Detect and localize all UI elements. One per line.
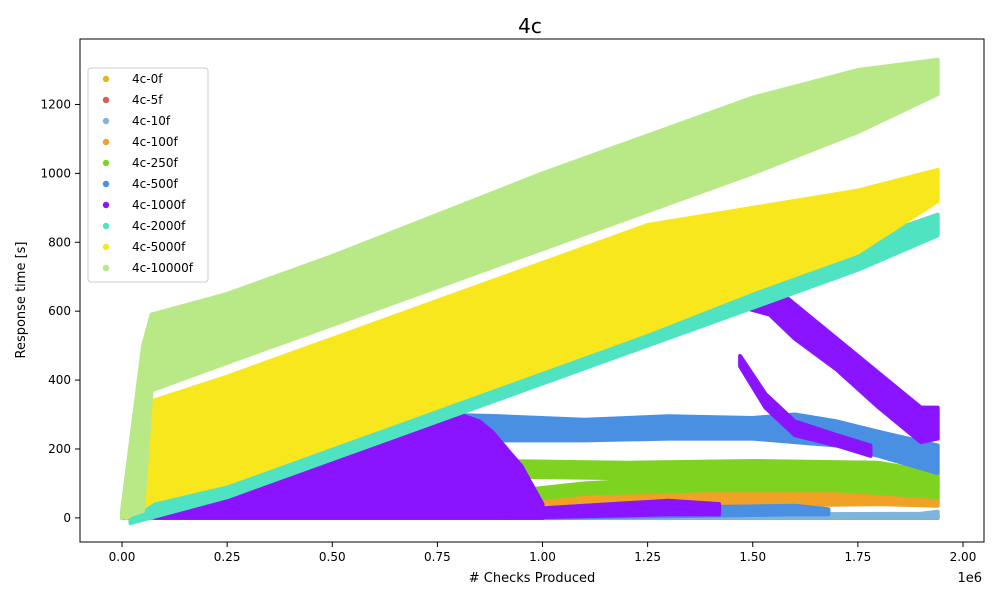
- legend-marker: [102, 159, 110, 167]
- legend-item: 4c-5f: [102, 93, 163, 107]
- plot-area: 0.00 0.25 0.50 0.75 1.00 1.25 1.50 1.75 2.00 0 20…: [40, 38, 985, 564]
- x-tick-label: 0.75: [424, 550, 451, 564]
- legend-label: 4c-5000f: [132, 240, 186, 254]
- legend-item: 4c-500f: [102, 177, 178, 191]
- legend-marker: [102, 180, 110, 188]
- x-tick-label: 0.25: [214, 550, 241, 564]
- legend-item: 4c-0f: [102, 72, 163, 86]
- legend-label: 4c-5f: [132, 93, 163, 107]
- y-axis-label: Response time [s]: [14, 242, 29, 359]
- legend-item: 4c-10f: [102, 114, 171, 128]
- y-tick-label: 800: [48, 235, 71, 249]
- axes-frame: [79, 38, 985, 543]
- legend-marker: [102, 75, 110, 83]
- legend-item: 4c-250f: [102, 156, 178, 170]
- x-tick-label: 1.50: [739, 550, 766, 564]
- x-tick-label: 1.25: [634, 550, 661, 564]
- legend-frame: [87, 67, 209, 283]
- x-tick-label: 2.00: [950, 550, 977, 564]
- y-tick-label: 600: [48, 304, 71, 318]
- y-tick-label: 1000: [40, 166, 71, 180]
- legend-marker: [102, 96, 110, 104]
- x-tick-label: 1.75: [845, 550, 872, 564]
- legend-label: 4c-0f: [132, 72, 163, 86]
- legend-marker: [102, 264, 110, 272]
- legend-item: 4c-100f: [102, 135, 178, 149]
- series-band-4c-1000f-3: [498, 498, 722, 520]
- series-band-4c-10000f-0: [120, 57, 940, 520]
- y-tick-label: 1200: [40, 97, 71, 111]
- series-band-4c-5000f-0: [124, 167, 940, 520]
- legend-label: 4c-100f: [132, 135, 178, 149]
- legend-label: 4c-1000f: [132, 198, 186, 212]
- series-4c-5000f: [124, 167, 940, 520]
- legend-marker: [102, 117, 110, 125]
- legend-item: 4c-1000f: [102, 198, 186, 212]
- legend-marker: [102, 222, 110, 230]
- y-axis: 0 200 400 600 800 1000 1200: [40, 97, 80, 525]
- y-tick-label: 0: [63, 511, 71, 525]
- legend-item: 4c-10000f: [102, 261, 194, 275]
- chart-title: 4c: [518, 14, 542, 38]
- legend-marker: [102, 243, 110, 251]
- legend-marker: [102, 138, 110, 146]
- series-4c-10000f: [120, 57, 940, 520]
- legend-item: 4c-5000f: [102, 240, 186, 254]
- legend-label: 4c-10f: [132, 114, 171, 128]
- legend-label: 4c-2000f: [132, 219, 186, 233]
- x-axis-offset-label: 1e6: [957, 571, 982, 586]
- legend-item: 4c-2000f: [102, 219, 186, 233]
- x-axis: 0.00 0.25 0.50 0.75 1.00 1.25 1.50 1.75 2.00: [109, 542, 977, 564]
- legend-label: 4c-10000f: [132, 261, 194, 275]
- legend-label: 4c-250f: [132, 156, 178, 170]
- x-tick-label: 1.00: [529, 550, 556, 564]
- legend-label: 4c-500f: [132, 177, 178, 191]
- series-band-4c-1000f-2: [738, 354, 873, 458]
- legend-marker: [102, 201, 110, 209]
- legend: 4c-0f 4c-5f 4c-10f 4c-100f 4c-250f 4c-500f 4c-…: [87, 67, 209, 283]
- x-tick-label: 0.50: [319, 550, 346, 564]
- y-tick-label: 200: [48, 442, 71, 456]
- x-tick-label: 0.00: [109, 550, 136, 564]
- series-layer: [120, 57, 940, 526]
- x-axis-label: # Checks Produced: [469, 571, 595, 586]
- y-tick-label: 400: [48, 373, 71, 387]
